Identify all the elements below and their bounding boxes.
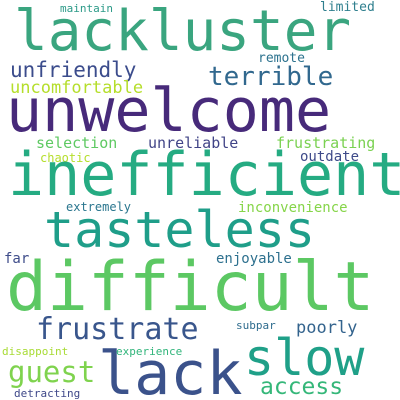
word-limited: limited	[320, 0, 375, 15]
word-tasteless: tasteless	[44, 201, 315, 259]
word-maintain: maintain	[60, 2, 113, 15]
word-selection: selection	[36, 134, 118, 152]
word-difficult: difficult	[6, 248, 375, 327]
word-chaotic: chaotic	[40, 151, 91, 165]
word-experience: experience	[116, 345, 183, 358]
word-far: far	[4, 251, 30, 267]
word-subpar: subpar	[236, 319, 276, 332]
word-unwelcome: unwelcome	[6, 76, 332, 146]
word-uncomfortable: uncomfortable	[10, 78, 144, 98]
word-guest: guest	[8, 355, 96, 389]
word-inconvenience: inconvenience	[238, 200, 348, 216]
word-unreliable: unreliable	[148, 134, 239, 152]
word-access: access	[260, 374, 344, 400]
word-lackluster: lackluster	[14, 0, 352, 64]
word-disappoint: disappoint	[2, 345, 69, 358]
word-slow: slow	[244, 329, 365, 387]
word-remote: remote	[258, 51, 305, 66]
word-extremely: extremely	[66, 200, 132, 214]
word-frustrating: frustrating	[276, 134, 376, 152]
word-enjoyable: enjoyable	[216, 251, 292, 267]
word-lack: lack	[98, 339, 243, 400]
word-detracting: detracting	[14, 387, 81, 400]
word-inefficient: inefficient	[8, 140, 400, 210]
word-poorly: poorly	[296, 318, 358, 338]
word-outdate: outdate	[300, 149, 360, 165]
word-unfriendly: unfriendly	[10, 58, 137, 82]
word-frustrate: frustrate	[36, 312, 199, 347]
word-terrible: terrible	[208, 62, 334, 92]
